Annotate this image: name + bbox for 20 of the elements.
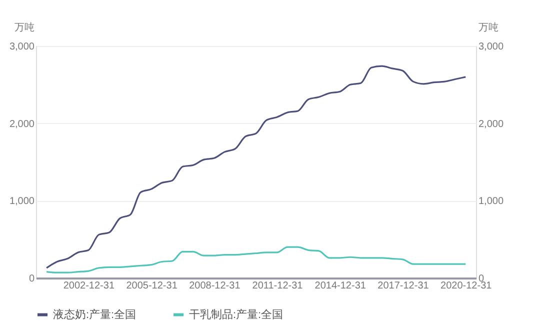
- legend-label: 液态奶:产量:全国: [53, 308, 136, 321]
- x-tick-label: 2005-12-31: [126, 280, 178, 292]
- y-tick-label: 1,000: [9, 196, 35, 208]
- x-tick-label: 2014-12-31: [314, 280, 366, 292]
- x-tick-label: 2020-12-31: [440, 280, 492, 292]
- line-series: [46, 246, 466, 274]
- y2-tick-label: 2,000: [478, 118, 504, 130]
- y-tick-label: 3,000: [9, 42, 35, 52]
- x-tick-label: 2017-12-31: [378, 280, 430, 292]
- y-axis-title: 万吨: [14, 22, 34, 34]
- legend-label: 干乳制品:产量:全国: [189, 308, 284, 321]
- y2-tick-label: 1,000: [478, 196, 504, 208]
- y2-tick-label: 3,000: [478, 42, 504, 52]
- line-series: [46, 65, 466, 269]
- y2-axis-title: 万吨: [478, 22, 498, 34]
- y-tick-label: 0: [28, 274, 35, 284]
- x-tick-label: 2011-12-31: [252, 280, 304, 292]
- y-tick-label: 2,000: [9, 118, 35, 130]
- x-tick-label: 2002-12-31: [63, 280, 115, 292]
- x-tick-label: 2008-12-31: [189, 280, 241, 292]
